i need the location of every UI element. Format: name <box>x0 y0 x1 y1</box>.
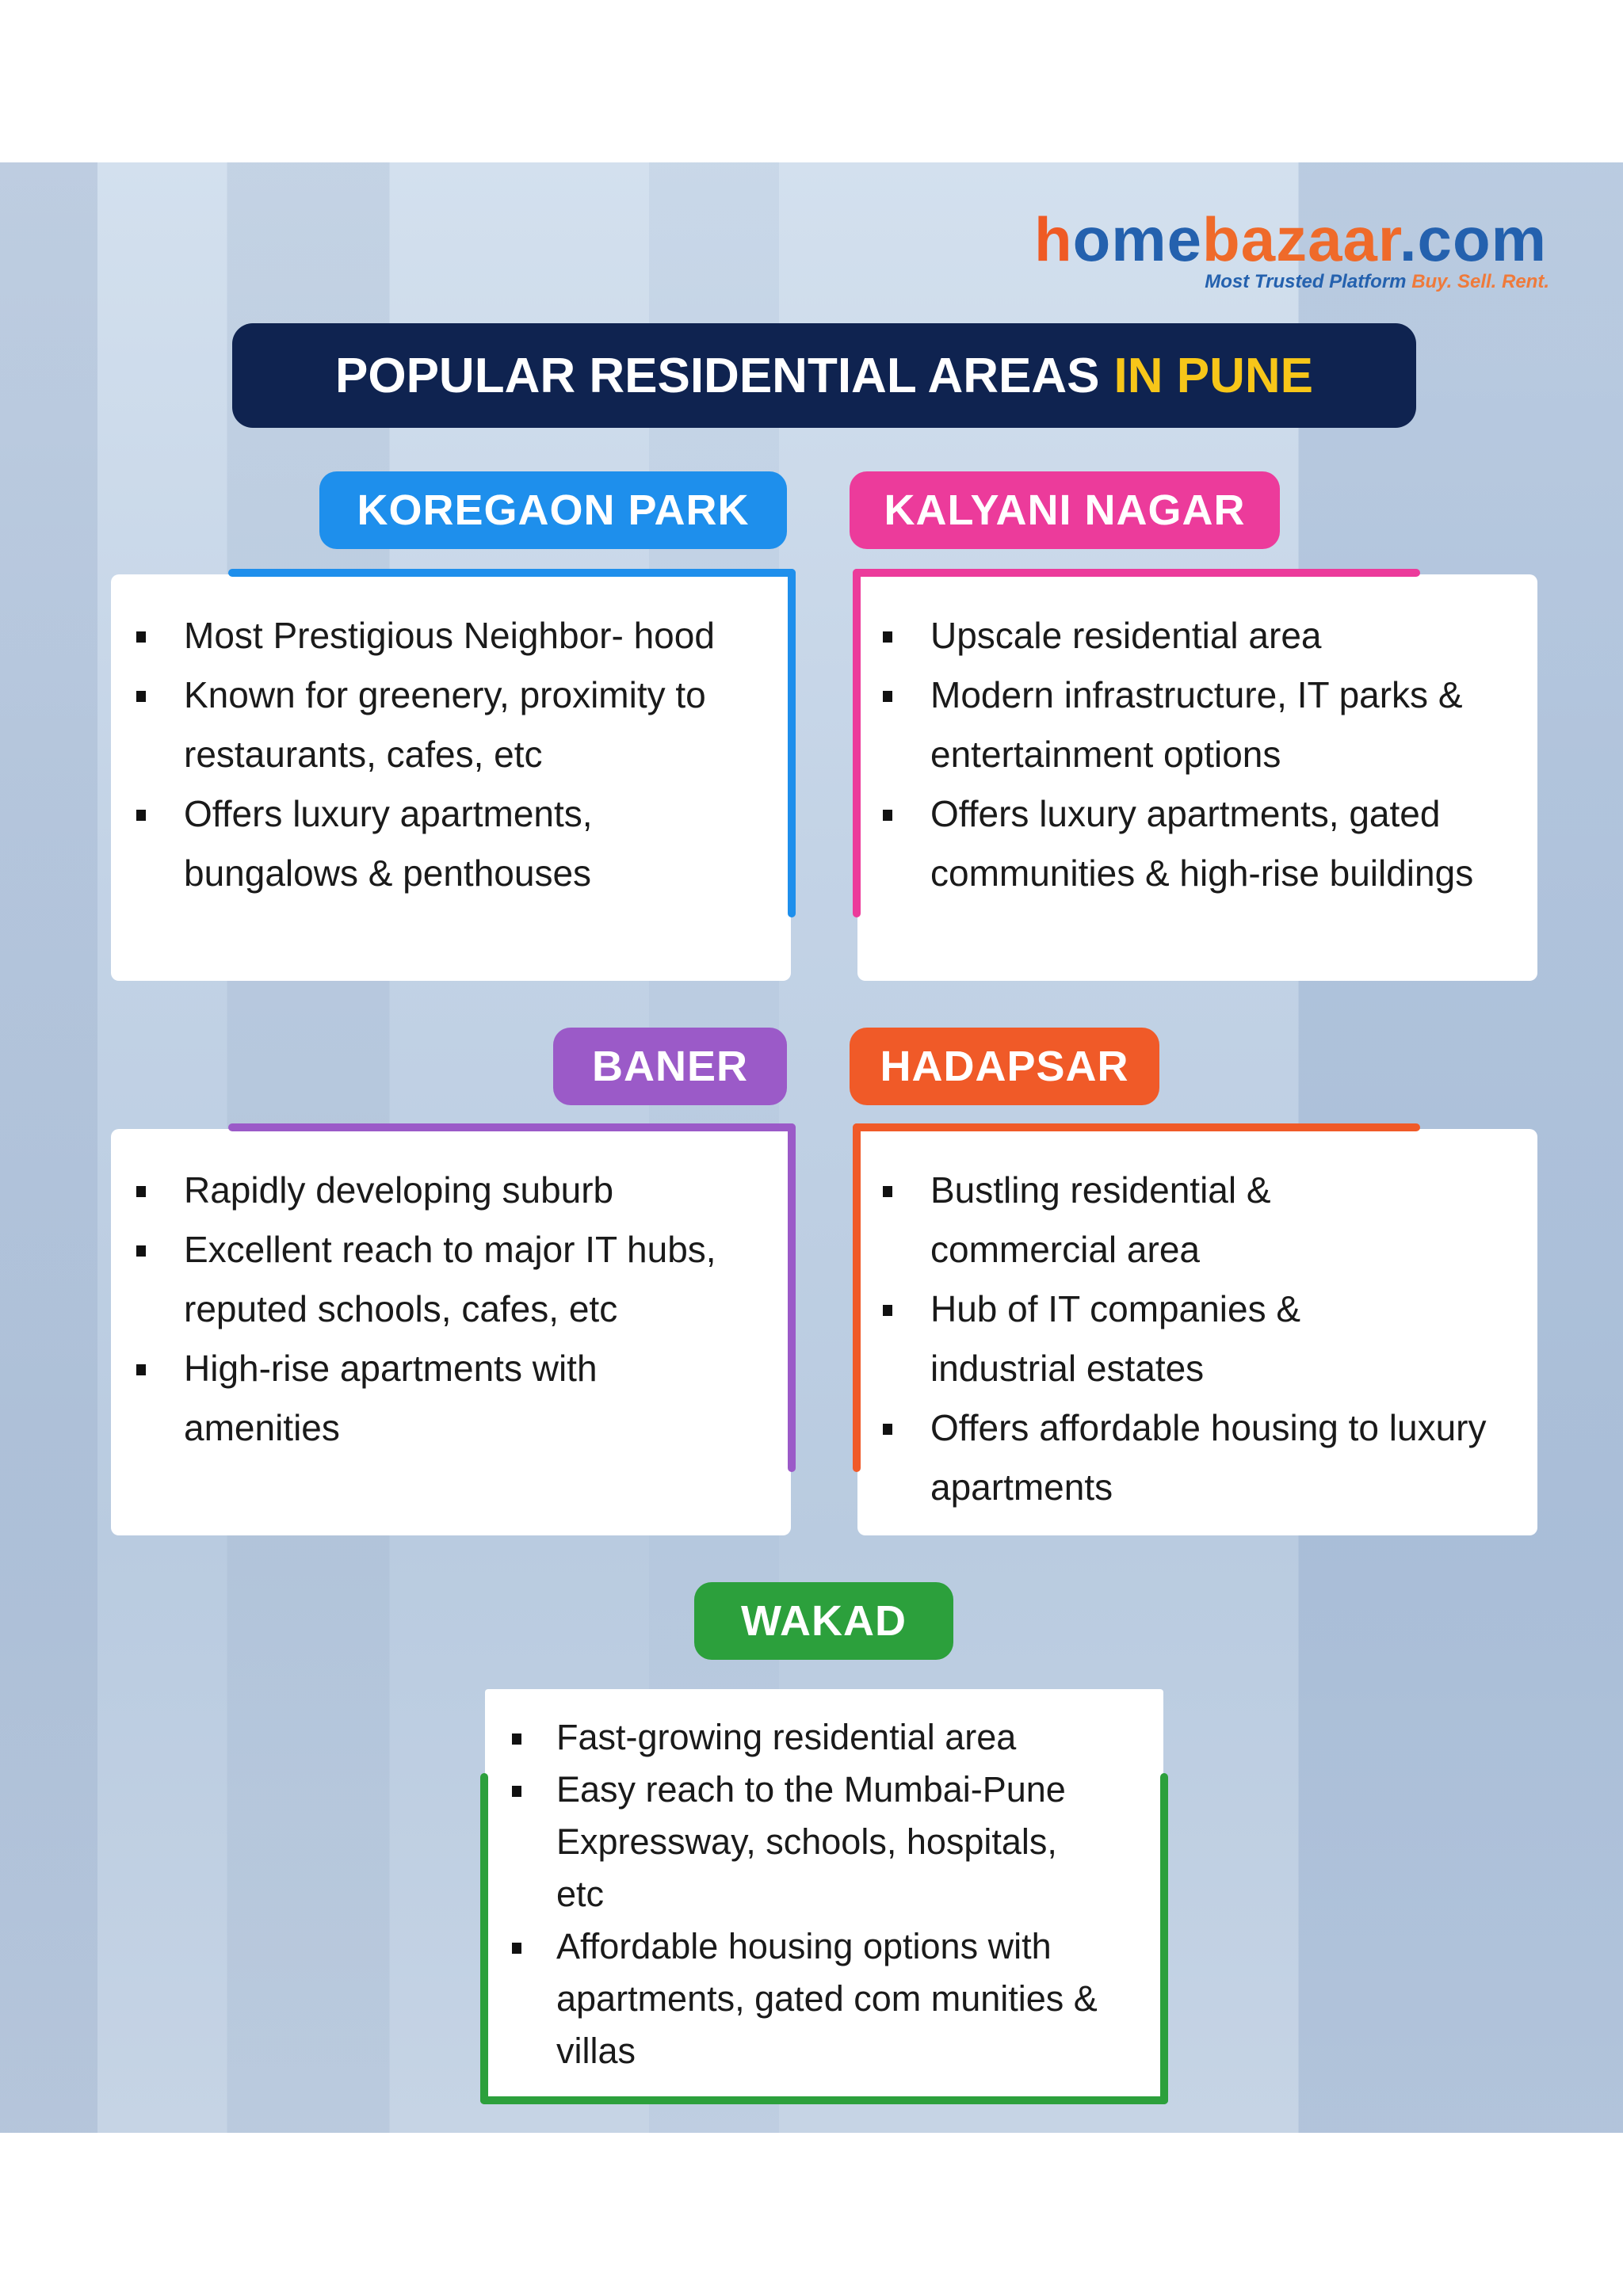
accent-line <box>228 1123 796 1131</box>
area-card-koregaon-park: Most Prestigious Neighbor- hood Known fo… <box>111 574 791 981</box>
logo-tagline: Most Trusted Platform Buy. Sell. Rent. <box>1205 271 1549 292</box>
logo-wordmark: homebazaar.com <box>1034 204 1547 274</box>
page-title: POPULAR RESIDENTIAL AREAS IN PUNE <box>232 323 1416 428</box>
area-label-kalyani-nagar: KALYANI NAGAR <box>850 471 1280 549</box>
area-label-baner: BANER <box>553 1028 787 1105</box>
area-card-kalyani-nagar: Upscale residential area Modern infrastr… <box>857 574 1537 981</box>
accent-line <box>228 569 796 577</box>
list-item: Upscale residential area <box>881 606 1514 666</box>
list-item: Easy reach to the Mumbai-Pune Expressway… <box>510 1764 1079 1920</box>
list-item: High-rise apartments with amenities <box>135 1339 691 1458</box>
accent-line <box>853 569 861 917</box>
accent-line <box>1160 1773 1168 2104</box>
list-item: Most Prestigious Neighbor- hood <box>135 606 739 666</box>
accent-line <box>853 1123 1420 1131</box>
accent-line <box>853 1123 861 1472</box>
area-card-hadapsar: Bustling residential & commercial area H… <box>857 1129 1537 1535</box>
list-item: Offers luxury apartments, gated communit… <box>881 784 1485 903</box>
list-item: Modern infrastructure, IT parks & entert… <box>881 666 1514 784</box>
accent-line <box>788 569 796 917</box>
accent-line <box>480 2096 1168 2104</box>
area-card-wakad: Fast-growing residential area Easy reach… <box>485 1689 1163 2100</box>
list-item: Offers luxury apartments, bungalows & pe… <box>135 784 723 903</box>
list-item: Excellent reach to major IT hubs, repute… <box>135 1220 739 1339</box>
area-card-baner: Rapidly developing suburb Excellent reac… <box>111 1129 791 1535</box>
accent-line <box>480 1773 488 2104</box>
list-item: Fast-growing residential area <box>510 1711 1140 1764</box>
list-item: Bustling residential & commercial area <box>881 1161 1374 1280</box>
list-item: Offers affordable housing to luxury apar… <box>881 1398 1501 1517</box>
list-item: Rapidly developing suburb <box>135 1161 759 1220</box>
list-item: Hub of IT companies & industrial estates <box>881 1280 1374 1398</box>
area-label-koregaon-park: KOREGAON PARK <box>319 471 787 549</box>
accent-line <box>853 569 1420 577</box>
list-item: Affordable housing options with apartmen… <box>510 1920 1111 2077</box>
list-item: Known for greenery, proximity to restaur… <box>135 666 759 784</box>
area-label-wakad: WAKAD <box>694 1582 953 1660</box>
homebazaar-logo: homebazaar.com Most Trusted Platform Buy… <box>1034 208 1565 293</box>
area-label-hadapsar: HADAPSAR <box>850 1028 1159 1105</box>
accent-line <box>788 1123 796 1472</box>
